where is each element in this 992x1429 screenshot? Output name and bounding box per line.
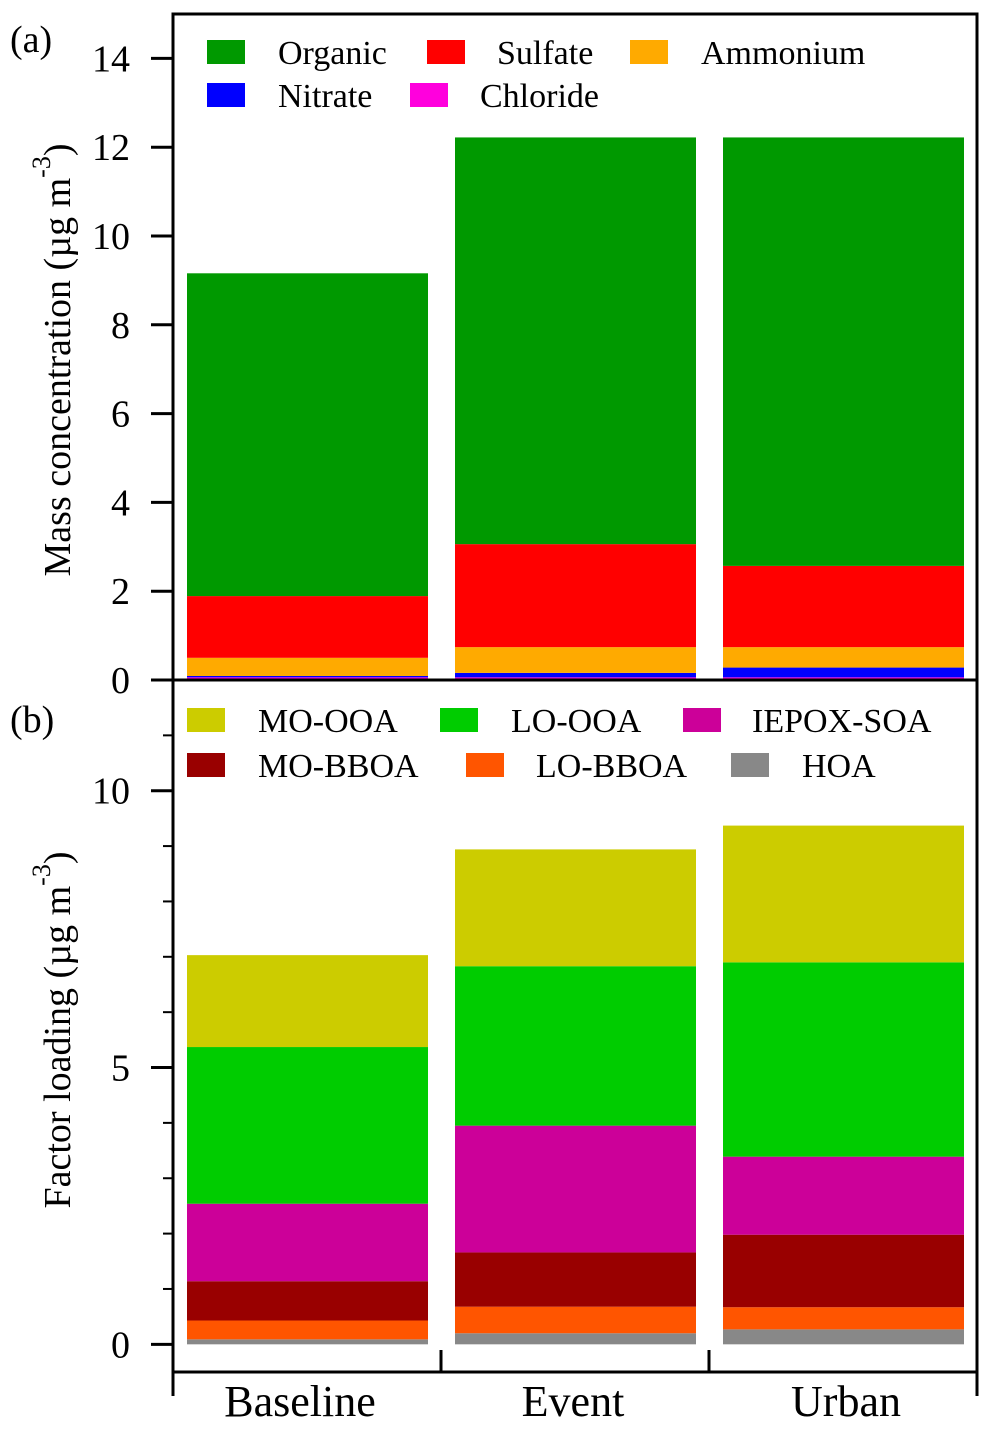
legend-item-mo-ooa: MO-OOA <box>187 703 398 740</box>
legend-swatch <box>207 83 245 107</box>
legend-swatch <box>731 753 769 777</box>
bar-segment-baseline-sulfate <box>187 596 428 658</box>
legend-label: MO-OOA <box>258 703 398 740</box>
legend-swatch <box>630 40 668 64</box>
legend-swatch <box>207 40 245 64</box>
legend-swatch <box>427 40 465 64</box>
legend-label: IEPOX-SOA <box>752 703 932 740</box>
bar-segment-baseline-hoa <box>187 1339 428 1345</box>
panel-b: 0 5 10 (b) Factor loading (µg m-3) MO-OOA LO-O… <box>10 678 979 1374</box>
y-tick-label: 0 <box>111 1324 130 1366</box>
bar-segment-baseline-mo-ooa <box>187 955 428 1048</box>
legend-label: Nitrate <box>278 78 372 115</box>
bar-segment-urban-mo-ooa <box>723 825 964 963</box>
y-tick-label: 14 <box>92 38 130 80</box>
y-tick-label: 4 <box>111 482 130 524</box>
y-tick-label: 2 <box>111 571 130 613</box>
y-tick-label: 12 <box>92 127 130 169</box>
legend-item-ammonium: Ammonium <box>630 35 865 72</box>
plot-frame <box>171 678 979 1374</box>
bar-segment-urban-hoa <box>723 1329 964 1345</box>
bar-segment-urban-iepox-soa <box>723 1156 964 1235</box>
legend-label: Sulfate <box>497 35 593 72</box>
bar-segment-baseline-organic <box>187 273 428 597</box>
bar-segment-event-ammonium <box>455 647 696 673</box>
legend-label: Organic <box>278 35 387 72</box>
bar-segment-event-mo-bboa <box>455 1252 696 1307</box>
y-tick-label: 0 <box>111 660 130 702</box>
bar-segment-baseline-mo-bboa <box>187 1281 428 1321</box>
x-category-label: Baseline <box>224 1377 376 1426</box>
legend-item-chloride: Chloride <box>410 78 599 115</box>
x-category-label: Urban <box>791 1377 901 1426</box>
legend-item-sulfate: Sulfate <box>427 35 593 72</box>
y-axis-title: Mass concentration (µg m-3) <box>27 144 79 577</box>
bar-segment-urban-lo-bboa <box>723 1307 964 1330</box>
y-tick-label: 8 <box>111 305 130 347</box>
legend-swatch <box>187 753 225 777</box>
legend-item-lo-ooa: LO-OOA <box>440 703 642 740</box>
bar-segment-urban-organic <box>723 137 964 566</box>
legend-item-nitrate: Nitrate <box>207 78 372 115</box>
legend-label: LO-OOA <box>511 703 642 740</box>
legend-label: Ammonium <box>701 35 865 72</box>
bar-segment-urban-mo-bboa <box>723 1234 964 1308</box>
y-tick-label: 10 <box>92 216 130 258</box>
bar-segment-urban-nitrate <box>723 667 964 678</box>
panel-a: 0 2 4 6 8 10 12 14 (a) Mass concentration (µg m-3… <box>10 12 979 702</box>
legend-swatch <box>466 753 504 777</box>
legend-item-hoa: HOA <box>731 748 876 785</box>
legend-swatch <box>187 708 225 732</box>
legend-label: MO-BBOA <box>258 748 419 785</box>
bar-segment-event-iepox-soa <box>455 1125 696 1253</box>
bar-segment-baseline-nitrate <box>187 676 428 678</box>
legend-item-iepox-soa: IEPOX-SOA <box>683 703 932 740</box>
bar-segment-baseline-iepox-soa <box>187 1203 428 1282</box>
bar-segment-urban-lo-ooa <box>723 962 964 1157</box>
bar-segment-urban-sulfate <box>723 565 964 648</box>
panel-label: (a) <box>10 19 52 61</box>
legend-item-lo-bboa: LO-BBOA <box>466 748 688 785</box>
bar-segment-event-mo-ooa <box>455 849 696 967</box>
bar-segment-event-organic <box>455 137 696 545</box>
legend-label: HOA <box>802 748 876 785</box>
legend-label: LO-BBOA <box>536 748 688 785</box>
legend-label: Chloride <box>480 78 599 115</box>
bar-segment-baseline-lo-bboa <box>187 1320 428 1340</box>
legend-item-organic: Organic <box>207 35 387 72</box>
bar-segment-urban-ammonium <box>723 647 964 668</box>
bar-segment-event-lo-ooa <box>455 966 696 1126</box>
bar-segment-event-hoa <box>455 1333 696 1345</box>
y-tick-label: 6 <box>111 394 130 436</box>
y-tick-label: 10 <box>92 771 130 813</box>
legend-item-mo-bboa: MO-BBOA <box>187 748 419 785</box>
bar-segment-baseline-lo-ooa <box>187 1047 428 1204</box>
x-category-label: Event <box>522 1377 625 1426</box>
panel-label: (b) <box>10 699 54 741</box>
legend-swatch <box>440 708 478 732</box>
y-axis-title: Factor loading (µg m-3) <box>27 852 79 1209</box>
bar-segment-baseline-ammonium <box>187 657 428 677</box>
legend-swatch <box>410 83 448 107</box>
legend-swatch <box>683 708 721 732</box>
y-tick-label: 5 <box>111 1048 130 1090</box>
bar-segment-event-sulfate <box>455 544 696 648</box>
bar-segment-event-lo-bboa <box>455 1306 696 1334</box>
bar-segment-event-nitrate <box>455 672 696 678</box>
